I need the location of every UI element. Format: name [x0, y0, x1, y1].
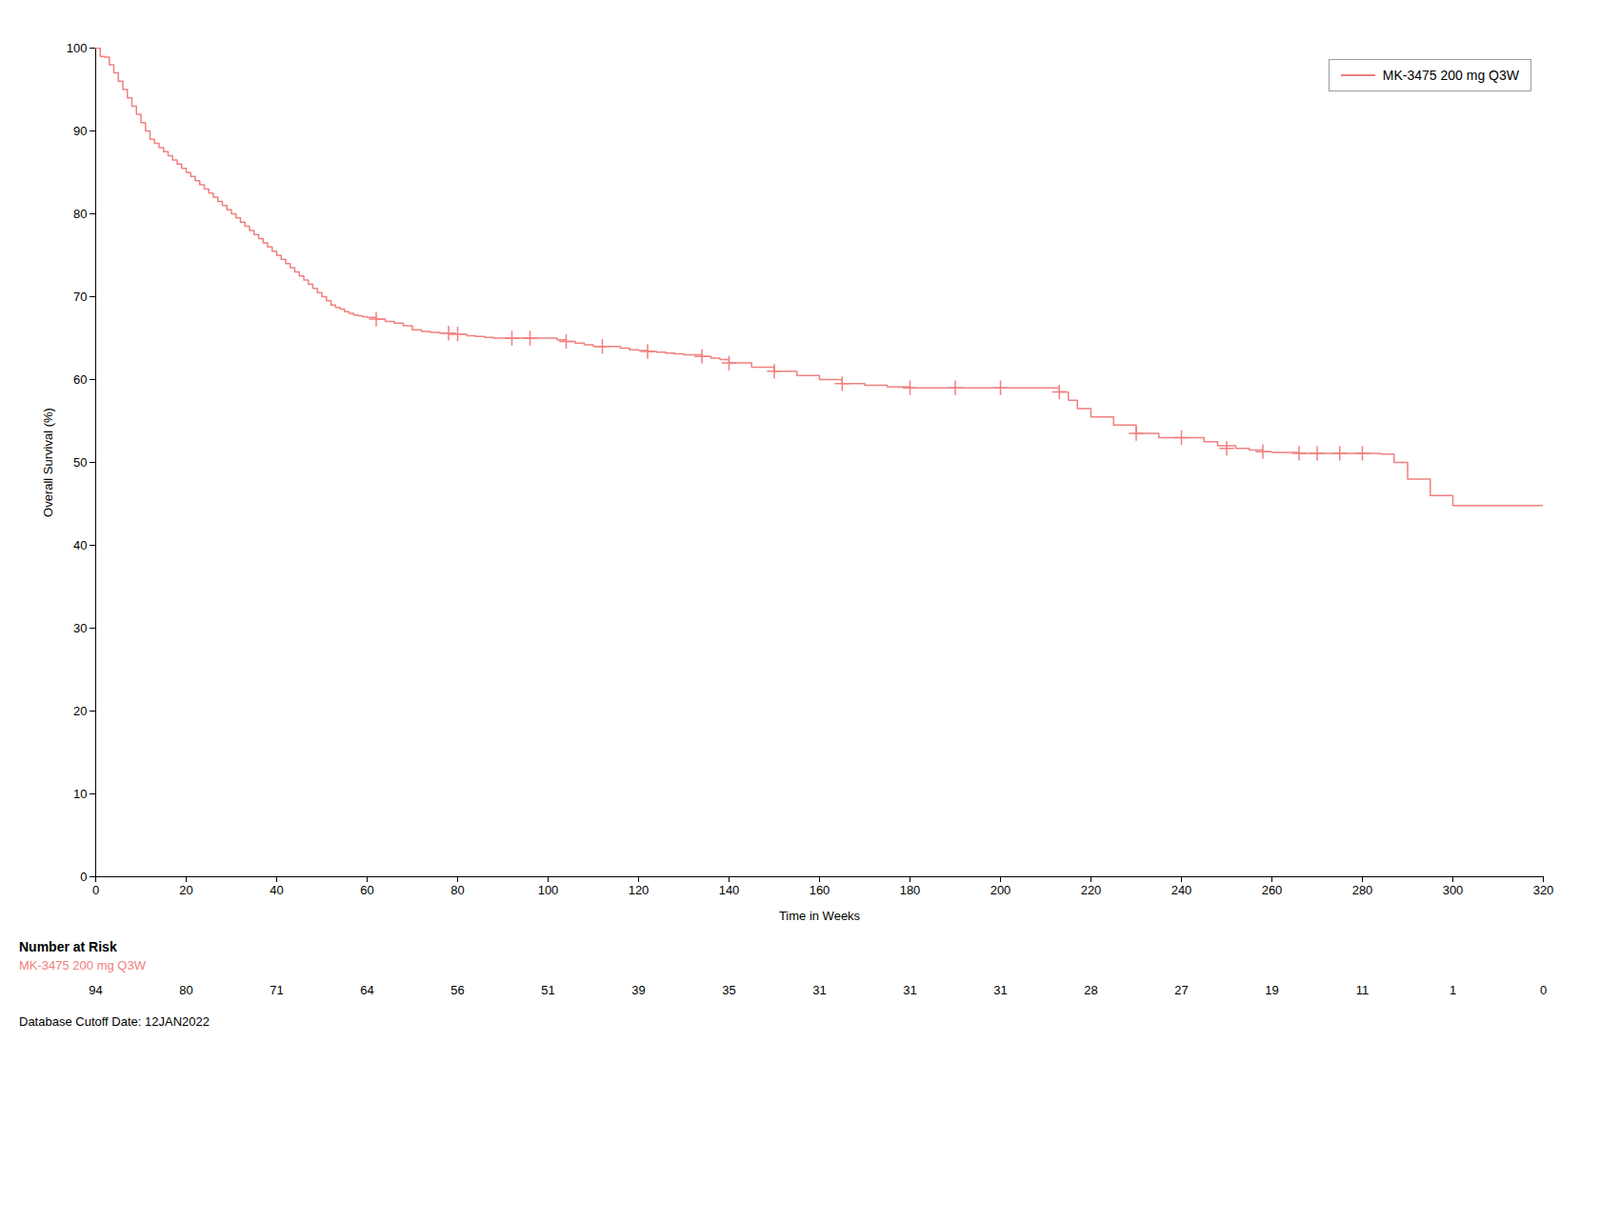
svg-text:200: 200	[990, 882, 1012, 898]
svg-text:60: 60	[73, 372, 87, 387]
svg-text:160: 160	[809, 882, 831, 898]
svg-text:40: 40	[73, 538, 87, 553]
svg-text:220: 220	[1080, 882, 1102, 898]
svg-text:19: 19	[1264, 982, 1279, 998]
svg-text:0: 0	[1540, 982, 1547, 998]
svg-text:70: 70	[73, 289, 87, 304]
svg-text:10: 10	[73, 786, 87, 801]
svg-text:80: 80	[179, 982, 193, 998]
html-text:MK-3475 200 mg Q3W: MK-3475 200 mg Q3W	[19, 958, 146, 973]
svg-text:11: 11	[1356, 982, 1370, 998]
svg-text:20: 20	[73, 703, 87, 719]
svg-text:0: 0	[80, 869, 87, 884]
svg-text:39: 39	[631, 982, 645, 998]
svg-text:31: 31	[993, 982, 1007, 998]
svg-text:56: 56	[450, 982, 464, 998]
svg-text:71: 71	[269, 982, 283, 998]
svg-text:90: 90	[73, 123, 87, 139]
svg-text:50: 50	[73, 455, 87, 470]
svg-text:51: 51	[540, 982, 555, 998]
svg-text:40: 40	[269, 882, 283, 898]
svg-text:240: 240	[1171, 882, 1193, 898]
svg-text:60: 60	[360, 882, 374, 898]
svg-text:Time in Weeks: Time in Weeks	[779, 908, 861, 923]
svg-text:64: 64	[360, 982, 374, 998]
svg-text:28: 28	[1083, 982, 1098, 998]
svg-text:31: 31	[902, 982, 917, 998]
svg-text:Overall Survival (%): Overall Survival (%)	[40, 407, 56, 518]
svg-text:260: 260	[1261, 882, 1283, 898]
svg-text:0: 0	[92, 882, 100, 898]
svg-text:30: 30	[73, 620, 87, 636]
svg-text:27: 27	[1174, 982, 1188, 998]
svg-text:94: 94	[88, 982, 102, 998]
svg-text:31: 31	[812, 982, 826, 998]
svg-text:180: 180	[900, 882, 921, 898]
svg-text:35: 35	[721, 982, 736, 998]
svg-text:20: 20	[179, 882, 193, 898]
svg-text:100: 100	[66, 40, 88, 56]
svg-text:100: 100	[538, 882, 560, 898]
svg-text:140: 140	[719, 882, 740, 898]
svg-text:280: 280	[1352, 882, 1374, 898]
svg-text:320: 320	[1533, 882, 1555, 898]
svg-text:120: 120	[628, 882, 650, 898]
html-text:Database Cutoff Date: 12JAN202: Database Cutoff Date: 12JAN2022	[19, 1014, 210, 1029]
svg-text:1: 1	[1449, 982, 1457, 998]
svg-text:80: 80	[73, 206, 87, 221]
html-text:MK-3475 200 mg Q3W: MK-3475 200 mg Q3W	[1382, 67, 1520, 83]
html-text:Number at Risk: Number at Risk	[19, 939, 117, 955]
svg-text:300: 300	[1442, 882, 1464, 898]
svg-text:80: 80	[450, 882, 464, 898]
